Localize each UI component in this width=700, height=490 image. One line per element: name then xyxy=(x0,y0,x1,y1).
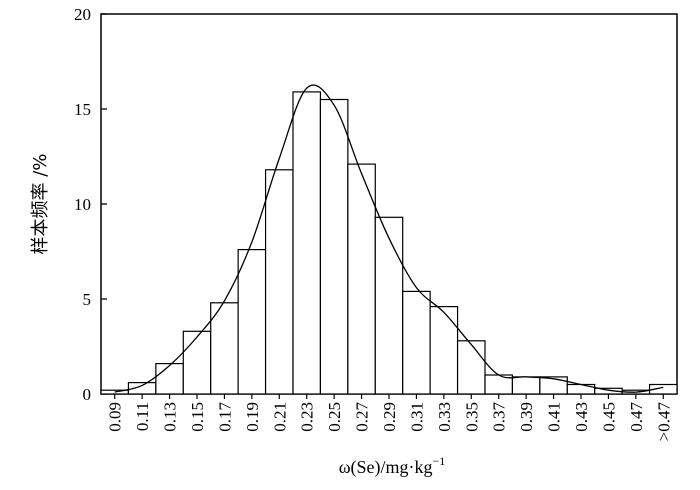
x-tick-label: 0.39 xyxy=(517,402,536,432)
x-tick-label: 0.35 xyxy=(462,402,481,432)
x-tick-label: 0.47 xyxy=(627,402,646,432)
bar xyxy=(374,216,404,395)
bar xyxy=(539,376,568,395)
x-tick-label: 0.13 xyxy=(161,402,180,432)
y-tick-label: 15 xyxy=(74,100,91,119)
x-axis-label: ω(Se)/mg·kg−1 xyxy=(339,454,446,478)
x-tick-label: 0.17 xyxy=(215,402,234,432)
x-tick-label: 0.25 xyxy=(325,402,344,432)
x-axis-label-superscript: −1 xyxy=(433,454,446,468)
x-tick-label: 0.29 xyxy=(380,402,399,432)
y-axis-label: 样本频率 /% xyxy=(30,154,51,255)
x-tick-label: 0.23 xyxy=(298,402,317,432)
y-tick-label: 20 xyxy=(74,5,91,24)
bar xyxy=(319,98,349,395)
x-tick-label: >0.47 xyxy=(654,402,673,442)
x-tick-label: 0.37 xyxy=(490,402,509,432)
x-tick-label: 0.09 xyxy=(106,402,125,432)
bar xyxy=(347,163,376,395)
x-tick-label: 0.43 xyxy=(572,402,591,432)
bars-group xyxy=(100,91,678,395)
bar xyxy=(566,383,596,395)
x-tick-label: 0.41 xyxy=(545,402,564,432)
bar xyxy=(429,306,459,395)
bar xyxy=(456,340,486,395)
bar xyxy=(402,290,431,395)
x-axis-label-main: ω(Se)/mg·kg xyxy=(339,457,433,478)
x-tick-label: 0.27 xyxy=(353,402,372,432)
x-tick-label: 0.45 xyxy=(599,402,618,432)
density-curve xyxy=(114,84,664,393)
bar xyxy=(511,376,541,395)
y-tick-label: 0 xyxy=(83,385,92,404)
y-tick-label: 10 xyxy=(74,195,91,214)
x-tick-label: 0.19 xyxy=(243,402,262,432)
x-axis-ticks: 0.09 0.11 0.13 0.15 0.17 0.19 0.21 0.23 0.25 0.27… xyxy=(106,394,673,442)
x-tick-label: 0.33 xyxy=(435,402,454,432)
bar xyxy=(210,302,239,395)
x-tick-label: 0.21 xyxy=(270,402,289,432)
bar xyxy=(237,249,267,395)
bar xyxy=(264,169,294,395)
bar xyxy=(292,91,322,395)
bar xyxy=(182,330,212,395)
x-tick-label: 0.15 xyxy=(188,402,207,432)
x-tick-label: 0.31 xyxy=(407,402,426,432)
y-axis-ticks: 0 5 10 15 20 xyxy=(74,5,107,404)
x-tick-label: 0.11 xyxy=(133,402,152,431)
y-tick-label: 5 xyxy=(83,290,92,309)
bar xyxy=(155,363,184,395)
